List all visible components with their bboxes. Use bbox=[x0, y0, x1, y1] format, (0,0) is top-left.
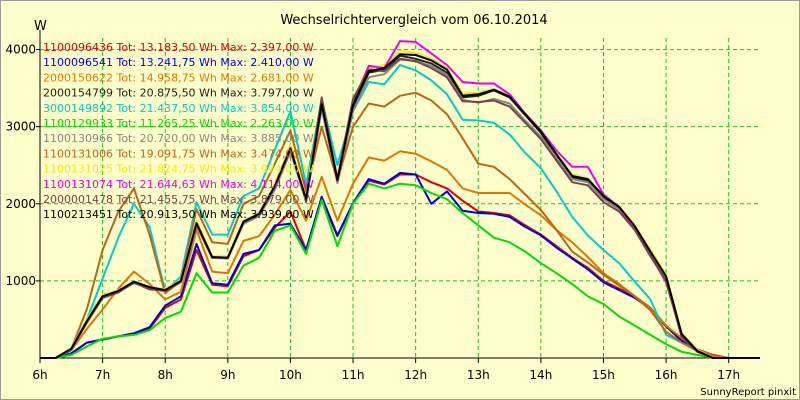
series-line bbox=[40, 182, 760, 359]
x-tick-label: 9h bbox=[220, 368, 235, 382]
legend: 1100096436 Tot: 13.183,50 Wh Max: 2.397,… bbox=[43, 41, 314, 221]
x-tick-label: 15h bbox=[592, 368, 615, 382]
legend-entry: 1100096541 Tot: 13.241,75 Wh Max: 2.410,… bbox=[43, 56, 314, 69]
legend-entry: 3000149892 Tot: 21.437,50 Wh Max: 3.854,… bbox=[43, 102, 314, 115]
legend-entry: 1100131074 Tot: 21.644,63 Wh Max: 4.114,… bbox=[43, 178, 314, 191]
legend-entry: 1100129933 Tot: 11.265,25 Wh Max: 2.263,… bbox=[43, 117, 314, 130]
x-tick-label: 17h bbox=[717, 368, 740, 382]
series-line bbox=[40, 91, 760, 359]
y-tick-label: 3000 bbox=[5, 120, 36, 134]
y-axis-ticks: 1000 2000 3000 4000 bbox=[5, 43, 40, 288]
x-tick-label: 16h bbox=[655, 368, 678, 382]
x-tick-label: 7h bbox=[95, 368, 110, 382]
x-tick-label: 11h bbox=[342, 368, 365, 382]
footer-credit: SunnyReport pinxit bbox=[700, 387, 796, 398]
y-tick-label: 4000 bbox=[5, 43, 36, 57]
y-tick-label: 2000 bbox=[5, 197, 36, 211]
series-line bbox=[40, 53, 760, 359]
legend-entry: 1100131006 Tot: 19.091,75 Wh Max: 3.474,… bbox=[43, 147, 314, 160]
axes bbox=[39, 30, 760, 359]
legend-entry: 1100213451 Tot: 20.913,50 Wh Max: 3.939,… bbox=[43, 208, 314, 221]
y-tick-label: 1000 bbox=[5, 274, 36, 288]
x-tick-label: 13h bbox=[467, 368, 490, 382]
series-line bbox=[40, 57, 760, 359]
x-tick-label: 6h bbox=[32, 368, 47, 382]
legend-entry: 1100130966 Tot: 20.720,00 Wh Max: 3.885,… bbox=[43, 132, 314, 145]
series-lines bbox=[40, 40, 760, 359]
legend-entry: 1100096436 Tot: 13.183,50 Wh Max: 2.397,… bbox=[43, 41, 314, 54]
x-axis-ticks: 6h 7h 8h 9h 10h 11h 12h 13h 14h 15h 16h 17h bbox=[32, 358, 740, 382]
legend-entry: 1100131025 Tot: 21.824,75 Wh Max: 3.974,… bbox=[43, 163, 314, 176]
x-tick-label: 10h bbox=[279, 368, 302, 382]
x-tick-label: 12h bbox=[404, 368, 427, 382]
x-tick-label: 8h bbox=[158, 368, 173, 382]
legend-entry: 2000154799 Tot: 20.875,50 Wh Max: 3.797,… bbox=[43, 87, 314, 100]
chart-title: Wechselrichtervergleich vom 06.10.2014 bbox=[280, 13, 547, 28]
legend-entry: 2000001478 Tot: 21.455,75 Wh Max: 3.879,… bbox=[43, 193, 314, 206]
legend-entry: 2000150622 Tot: 14.958,75 Wh Max: 2.681,… bbox=[43, 71, 314, 84]
x-tick-label: 14h bbox=[529, 368, 552, 382]
y-axis-unit: W bbox=[34, 19, 47, 34]
